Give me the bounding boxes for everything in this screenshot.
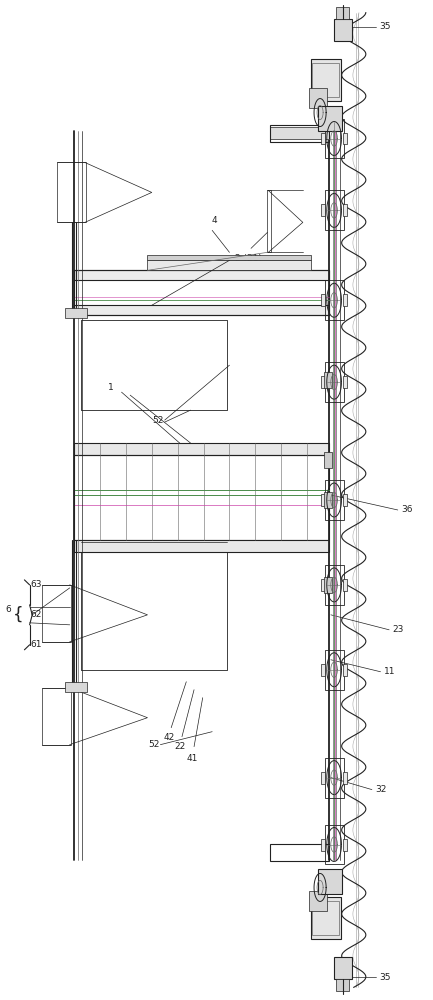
Bar: [309, 88, 327, 108]
Bar: [321, 376, 326, 388]
Bar: [325, 758, 344, 798]
Bar: [325, 650, 344, 690]
Text: 61: 61: [30, 640, 42, 649]
Bar: [321, 133, 326, 144]
Text: 63: 63: [30, 580, 42, 589]
Bar: [318, 106, 342, 131]
Bar: [74, 270, 329, 280]
Text: 42: 42: [163, 733, 174, 742]
Bar: [343, 772, 347, 784]
Text: 36: 36: [401, 505, 413, 514]
Bar: [81, 542, 227, 670]
Bar: [343, 664, 347, 676]
Bar: [343, 839, 347, 851]
Text: 32: 32: [375, 785, 387, 794]
Bar: [343, 494, 347, 506]
Bar: [65, 682, 87, 692]
Text: 35: 35: [380, 22, 391, 31]
Bar: [310, 897, 341, 939]
Bar: [336, 7, 349, 19]
Text: 1: 1: [108, 383, 113, 392]
Bar: [321, 494, 326, 506]
Bar: [343, 579, 347, 591]
Bar: [325, 825, 344, 864]
Bar: [312, 901, 339, 935]
Bar: [321, 839, 326, 851]
Text: 11: 11: [384, 667, 395, 676]
Bar: [325, 280, 344, 320]
Bar: [312, 63, 339, 97]
Bar: [343, 204, 347, 216]
Bar: [81, 320, 227, 410]
Text: 6: 6: [5, 605, 11, 614]
Bar: [42, 688, 71, 745]
Bar: [309, 891, 327, 911]
Bar: [321, 204, 326, 216]
Bar: [324, 452, 332, 468]
Bar: [318, 869, 342, 894]
Bar: [321, 579, 326, 591]
Bar: [42, 585, 71, 642]
Bar: [81, 320, 227, 410]
Bar: [324, 492, 332, 508]
Bar: [65, 308, 87, 318]
Bar: [310, 59, 341, 101]
Bar: [321, 294, 326, 306]
Text: 41: 41: [186, 754, 197, 763]
Bar: [148, 260, 311, 270]
Text: 62: 62: [30, 610, 42, 619]
Bar: [74, 540, 329, 552]
Bar: [324, 577, 332, 593]
Bar: [325, 565, 344, 605]
Bar: [343, 376, 347, 388]
Bar: [321, 664, 326, 676]
Text: 52: 52: [152, 416, 164, 425]
Bar: [148, 255, 311, 260]
Bar: [325, 362, 344, 402]
Bar: [321, 772, 326, 784]
Bar: [325, 119, 344, 158]
Bar: [74, 270, 329, 315]
Bar: [334, 957, 352, 979]
Bar: [271, 844, 329, 861]
Text: 52: 52: [148, 740, 160, 749]
Bar: [271, 127, 329, 139]
Bar: [268, 190, 271, 252]
Text: 35: 35: [380, 973, 391, 982]
Bar: [74, 305, 329, 315]
Bar: [336, 979, 349, 991]
Bar: [81, 542, 227, 670]
Bar: [57, 162, 86, 222]
Bar: [325, 480, 344, 520]
Text: 22: 22: [174, 742, 185, 751]
Bar: [343, 133, 347, 144]
Text: 2 (21): 2 (21): [236, 254, 262, 263]
Bar: [334, 19, 352, 41]
Text: {: {: [13, 606, 23, 624]
Bar: [74, 455, 329, 540]
Bar: [325, 190, 344, 230]
Bar: [343, 294, 347, 306]
Text: 4: 4: [212, 216, 217, 225]
Bar: [74, 443, 329, 455]
Bar: [271, 125, 329, 142]
Text: 23: 23: [393, 625, 404, 634]
Bar: [324, 372, 332, 388]
